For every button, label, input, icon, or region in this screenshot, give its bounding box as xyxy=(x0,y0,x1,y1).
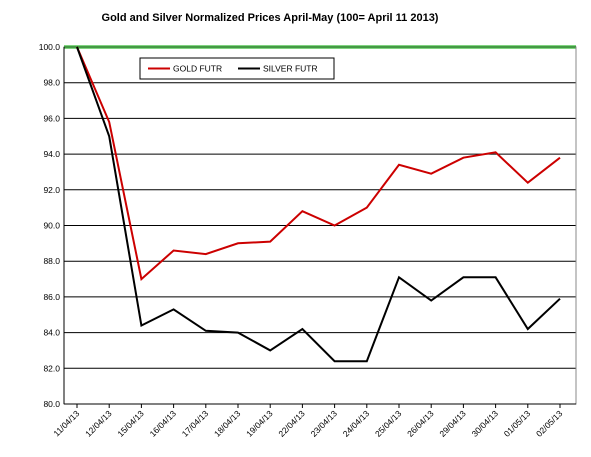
y-tick-label: 86.0 xyxy=(43,292,60,302)
y-tick-label: 82.0 xyxy=(43,363,60,373)
x-tick-label: 02/05/13 xyxy=(534,408,565,439)
x-tick-label: 30/04/13 xyxy=(470,408,501,439)
y-tick-label: 84.0 xyxy=(43,328,60,338)
y-tick-label: 94.0 xyxy=(43,149,60,159)
series-layer xyxy=(76,46,561,363)
x-tick-label: 24/04/13 xyxy=(341,408,372,439)
x-tick-label: 12/04/13 xyxy=(83,408,114,439)
x-tick-label: 22/04/13 xyxy=(276,408,307,439)
x-tick-label: 16/04/13 xyxy=(148,408,179,439)
y-tick-label: 80.0 xyxy=(43,399,60,409)
x-tick-label: 29/04/13 xyxy=(437,408,468,439)
gold-futr-line xyxy=(76,46,561,281)
axes: 80.0 82.0 84.0 86.0 88.0 90.0 92.0 94.0 96.0 98.0… xyxy=(39,42,577,439)
x-tick-label: 17/04/13 xyxy=(180,408,211,439)
y-tick-label: 100.0 xyxy=(39,42,61,52)
chart-title: Gold and Silver Normalized Prices April-… xyxy=(102,12,439,24)
y-tick-label: 98.0 xyxy=(43,78,60,88)
x-tick-label: 23/04/13 xyxy=(309,408,340,439)
y-tick-label: 92.0 xyxy=(43,185,60,195)
y-tick-label: 90.0 xyxy=(43,221,60,231)
x-tick-label: 15/04/13 xyxy=(115,408,146,439)
y-tick-label: 88.0 xyxy=(43,256,60,266)
silver-futr-line xyxy=(76,46,561,363)
legend: GOLD FUTR SILVER FUTR xyxy=(139,57,335,80)
legend-entry-silver-label: SILVER FUTR xyxy=(263,64,318,74)
y-tick-label: 96.0 xyxy=(43,113,60,123)
x-tick-label: 01/05/13 xyxy=(502,408,533,439)
legend-entry-gold-label: GOLD FUTR xyxy=(173,64,222,74)
legend-box xyxy=(139,57,335,80)
x-tick-label: 11/04/13 xyxy=(51,408,81,438)
x-tick-label: 25/04/13 xyxy=(373,408,404,439)
x-tick-label: 19/04/13 xyxy=(244,408,275,439)
x-tick-label: 26/04/13 xyxy=(405,408,436,439)
x-tick-label: 18/04/13 xyxy=(212,408,243,439)
